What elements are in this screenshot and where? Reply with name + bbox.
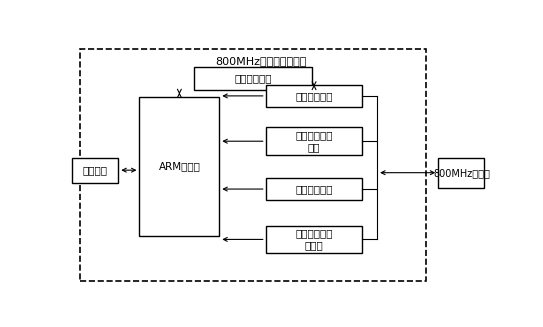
Bar [266, 85, 362, 107]
Bar [80, 49, 426, 281]
Bar [266, 178, 362, 200]
Text: 串口电平转换
电路: 串口电平转换 电路 [295, 130, 333, 152]
Text: 800MHz信道机自检电路: 800MHz信道机自检电路 [215, 56, 307, 66]
Bar [266, 226, 362, 253]
Text: 电源管理芯片: 电源管理芯片 [295, 184, 333, 194]
Bar [194, 67, 312, 90]
Bar [72, 158, 118, 183]
Text: 射频检测电路: 射频检测电路 [295, 91, 333, 101]
Text: 报警电路: 报警电路 [83, 165, 108, 175]
Bar [438, 158, 484, 188]
Text: 电源转换芯片: 电源转换芯片 [234, 73, 272, 83]
Bar [266, 127, 362, 155]
Text: 信道机功率调
整芯片: 信道机功率调 整芯片 [295, 229, 333, 250]
Bar [140, 97, 219, 236]
Text: 800MHz信道机: 800MHz信道机 [433, 168, 490, 178]
Text: ARM处理器: ARM处理器 [159, 162, 200, 171]
